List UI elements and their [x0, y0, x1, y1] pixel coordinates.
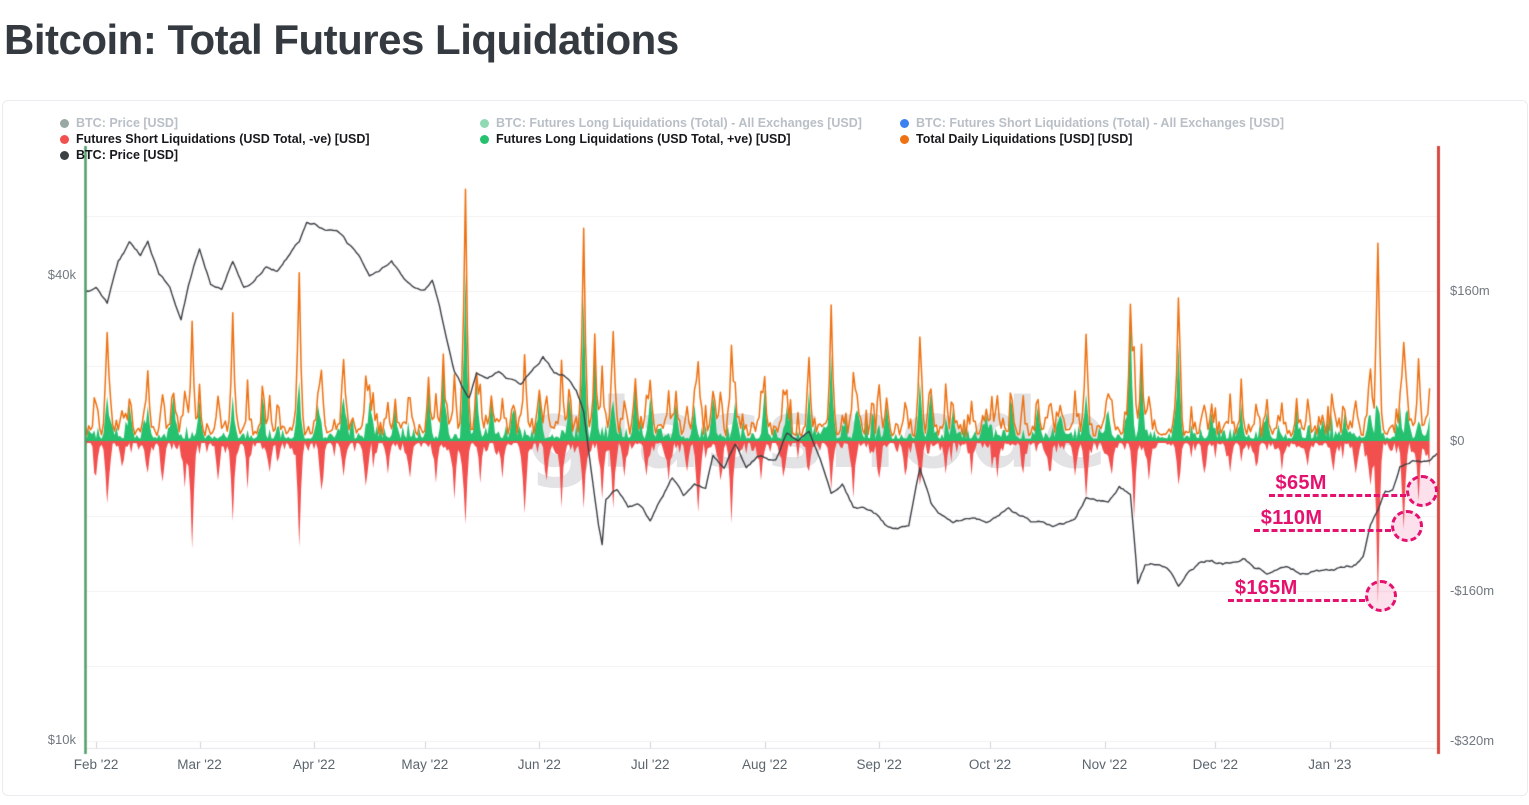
legend-item[interactable]: Total Daily Liquidations [USD] [USD] — [900, 131, 1284, 147]
y-axis-right-tick: -$160m — [1450, 583, 1495, 598]
annotation-dashed-line — [1227, 598, 1365, 602]
x-axis-month-tick: Jul '22 — [630, 757, 670, 772]
annotation-circle — [1390, 509, 1423, 542]
y-axis-left-tick: $10k — [47, 731, 76, 747]
legend-column: BTC: Futures Short Liquidations (Total) … — [900, 115, 1284, 147]
legend-dot-icon — [60, 134, 69, 144]
annotation-dashed-line — [1253, 528, 1391, 532]
legend-dot-icon — [480, 118, 489, 128]
legend-label: BTC: Futures Long Liquidations (Total) -… — [496, 116, 862, 130]
annotation-label: $65M — [1275, 471, 1327, 494]
y-axis-left-tick: $40k — [47, 267, 76, 282]
annotation-label: $110M — [1260, 506, 1323, 529]
x-axis-month-tick: Dec '22 — [1192, 757, 1239, 772]
annotation-circle — [1405, 474, 1438, 507]
x-axis-month-tick: Feb '22 — [73, 757, 119, 772]
legend-dot-icon — [480, 134, 489, 144]
y-axis-right-tick: $160m — [1450, 283, 1490, 298]
legend-column: BTC: Futures Long Liquidations (Total) -… — [480, 115, 862, 147]
x-axis-month-tick: Aug '22 — [742, 757, 788, 772]
x-axis-month-tick: Mar '22 — [177, 757, 222, 772]
annotation-dashed-line — [1268, 493, 1406, 497]
legend-dot-icon — [60, 118, 69, 128]
x-axis-month-tick: May '22 — [401, 757, 449, 772]
x-axis-month-tick: Apr '22 — [292, 757, 336, 772]
x-axis-month-tick: Jan '23 — [1308, 757, 1352, 772]
annotation-circle — [1364, 579, 1397, 612]
legend-dot-icon — [900, 134, 909, 144]
legend-dot-icon — [60, 150, 69, 160]
y-axis-right-tick: $0 — [1450, 433, 1465, 448]
legend-label: BTC: Price [USD] — [76, 148, 179, 162]
x-axis-month-tick: Oct '22 — [968, 757, 1012, 772]
x-axis-month-tick: Jun '22 — [517, 757, 561, 772]
x-axis-month-tick: Sep '22 — [856, 757, 902, 772]
annotation-label: $165M — [1234, 576, 1298, 599]
y-axis-right-tick: -$320m — [1450, 733, 1495, 748]
legend-item[interactable]: Futures Long Liquidations (USD Total, +v… — [480, 131, 862, 147]
legend-item[interactable]: BTC: Futures Long Liquidations (Total) -… — [480, 115, 862, 131]
legend-item[interactable]: BTC: Futures Short Liquidations (Total) … — [900, 115, 1284, 131]
legend-item[interactable]: BTC: Price [USD] — [60, 115, 370, 131]
legend-label: Futures Long Liquidations (USD Total, +v… — [496, 132, 791, 146]
legend-label: Futures Short Liquidations (USD Total, -… — [76, 132, 370, 146]
legend-label: Total Daily Liquidations [USD] [USD] — [916, 132, 1133, 146]
legend-dot-icon — [900, 118, 909, 128]
legend-column: BTC: Price [USD] Futures Short Liquidatio… — [60, 115, 370, 163]
legend-label: BTC: Price [USD] — [76, 116, 179, 130]
legend-item[interactable]: BTC: Price [USD] — [60, 147, 370, 163]
x-axis-month-tick: Nov '22 — [1081, 757, 1128, 772]
legend-item[interactable]: Futures Short Liquidations (USD Total, -… — [60, 131, 370, 147]
legend-label: BTC: Futures Short Liquidations (Total) … — [916, 116, 1285, 130]
